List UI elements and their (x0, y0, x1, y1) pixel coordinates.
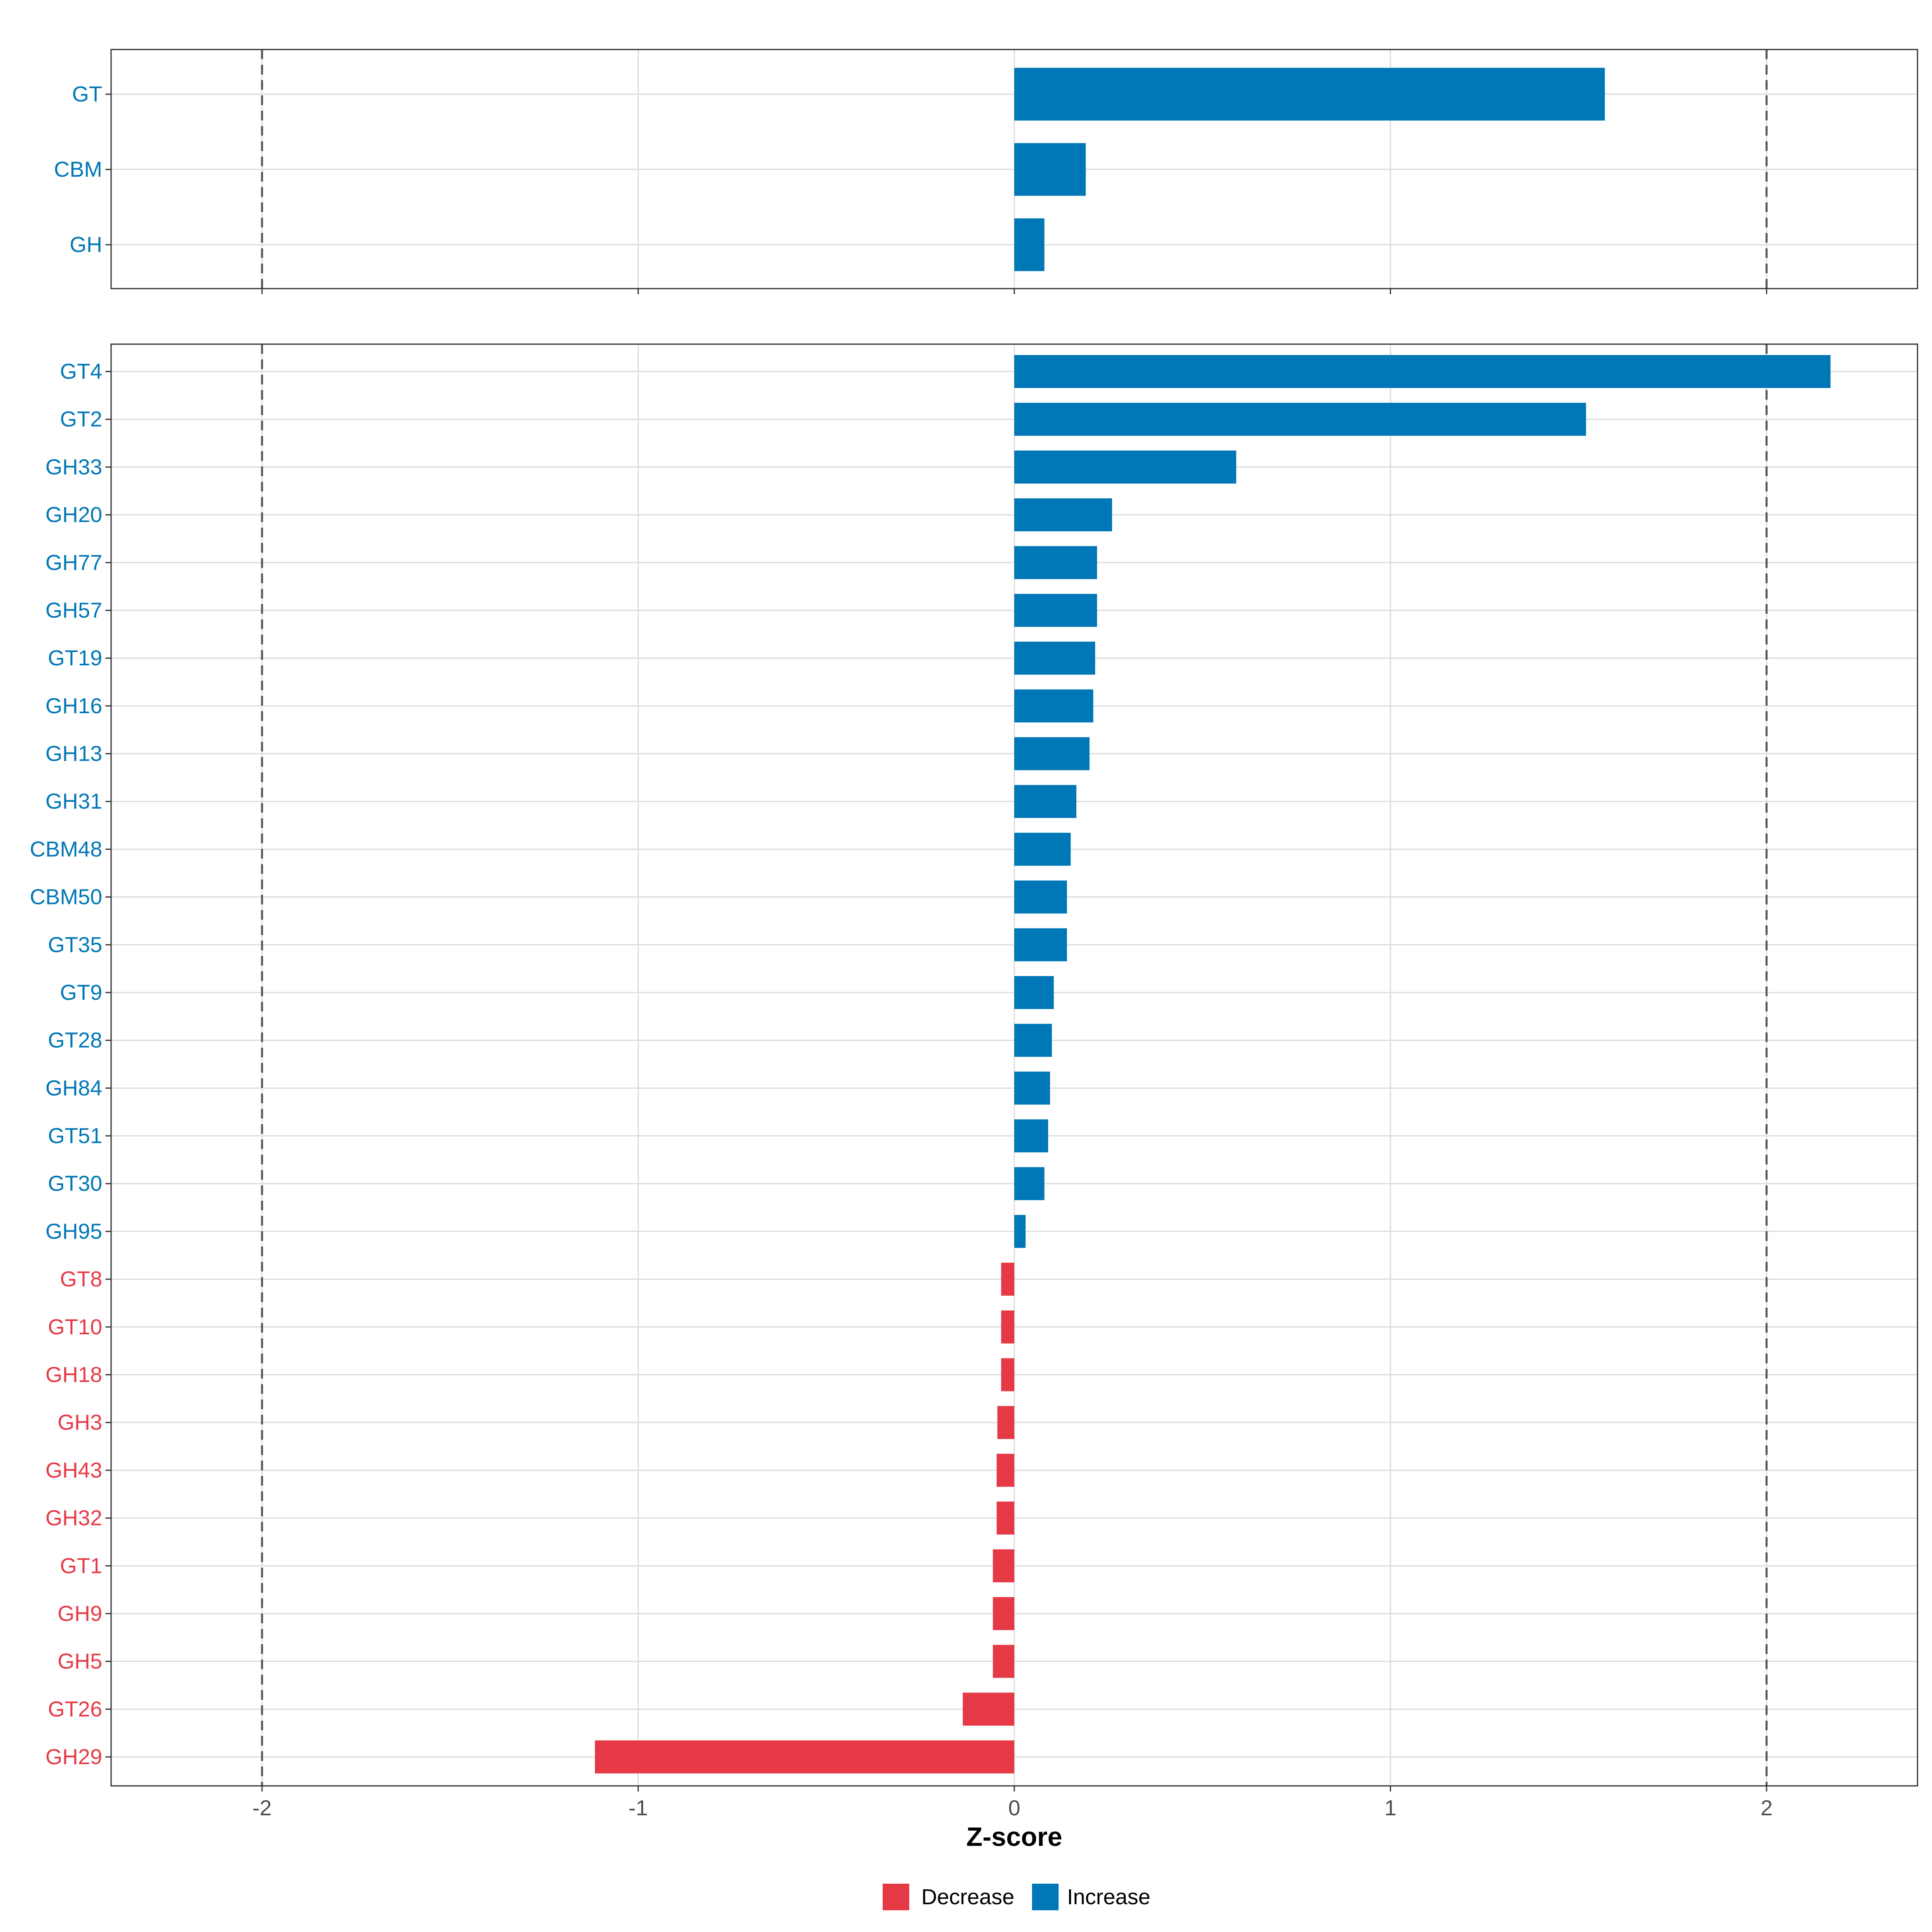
bar-gt (1014, 68, 1605, 121)
y-label-gt10: GT10 (48, 1315, 102, 1339)
bar-cbm (1014, 143, 1086, 196)
y-label-gt28: GT28 (48, 1028, 102, 1053)
bar-gt19 (1014, 642, 1095, 675)
legend-key-increase (1032, 1884, 1059, 1910)
bar-gh29 (595, 1740, 1014, 1774)
bar-gh3 (997, 1406, 1014, 1439)
bar-gh33 (1014, 450, 1236, 484)
y-label-gh84: GH84 (45, 1076, 102, 1100)
y-label-cbm48: CBM48 (30, 837, 102, 861)
y-label-gh29: GH29 (45, 1745, 102, 1769)
bar-gh77 (1014, 546, 1097, 579)
panel-family-border (110, 343, 1918, 1787)
y-label-gh43: GH43 (45, 1458, 102, 1482)
y-label-cbm: CBM (54, 157, 102, 182)
y-label-gt26: GT26 (48, 1697, 102, 1721)
y-label-gh9: GH9 (58, 1602, 102, 1626)
y-label-gh5: GH5 (58, 1649, 102, 1674)
x-tick-label-2: 0 (1008, 1796, 1020, 1820)
bar-gh16 (1014, 689, 1094, 722)
y-label-gt30: GT30 (48, 1172, 102, 1196)
y-label-gh95: GH95 (45, 1219, 102, 1243)
x-tick-label-3: 1 (1384, 1796, 1396, 1820)
bar-gt10 (1001, 1310, 1014, 1344)
y-label-gt51: GT51 (48, 1124, 102, 1148)
y-label-gh3: GH3 (58, 1410, 102, 1435)
y-label-gh31: GH31 (45, 789, 102, 813)
x-tick-label-4: 2 (1761, 1796, 1773, 1820)
bar-gt28 (1014, 1024, 1052, 1057)
bar-gh84 (1014, 1071, 1050, 1105)
y-label-gt8: GT8 (60, 1267, 102, 1291)
x-tick-label-1: -1 (628, 1796, 648, 1820)
y-label-gh18: GH18 (45, 1362, 102, 1387)
y-label-gt19: GT19 (48, 646, 102, 670)
bar-gt9 (1014, 976, 1054, 1009)
panel-class-border (110, 49, 1918, 289)
bar-gh13 (1014, 737, 1090, 770)
legend-label-decrease: Decrease (921, 1885, 1014, 1909)
y-label-gt1: GT1 (60, 1554, 102, 1578)
y-label-gt: GT (72, 82, 102, 106)
legend-key-decrease (883, 1884, 909, 1910)
bar-gt2 (1014, 402, 1586, 436)
bar-cbm48 (1014, 832, 1071, 866)
y-label-gh32: GH32 (45, 1506, 102, 1530)
y-label-gt2: GT2 (60, 407, 102, 431)
y-label-gh20: GH20 (45, 503, 102, 527)
bar-gh43 (997, 1453, 1014, 1487)
y-label-gh33: GH33 (45, 455, 102, 479)
y-label-gt4: GT4 (60, 359, 102, 384)
y-label-gt35: GT35 (48, 933, 102, 957)
x-tick-label-0: -2 (252, 1796, 272, 1820)
bar-gh18 (1001, 1358, 1014, 1391)
bar-gh95 (1014, 1215, 1026, 1248)
y-label-gh57: GH57 (45, 598, 102, 622)
bar-gt4 (1014, 355, 1831, 388)
bar-gt26 (962, 1693, 1014, 1726)
y-label-gh13: GH13 (45, 742, 102, 766)
bar-gh57 (1014, 594, 1097, 627)
bar-gh5 (993, 1645, 1014, 1678)
bar-gt51 (1014, 1119, 1049, 1153)
bar-gh (1014, 218, 1044, 271)
bar-gt35 (1014, 928, 1067, 962)
bar-gt30 (1014, 1167, 1044, 1200)
bar-gh9 (993, 1597, 1014, 1630)
bar-gh20 (1014, 498, 1112, 532)
bar-cbm50 (1014, 880, 1067, 914)
bar-gt1 (993, 1549, 1014, 1583)
bar-gh32 (997, 1501, 1014, 1535)
bar-gt8 (1001, 1263, 1014, 1296)
y-label-gh: GH (70, 233, 102, 257)
y-label-gt9: GT9 (60, 980, 102, 1005)
bar-gh31 (1014, 785, 1077, 818)
y-label-cbm50: CBM50 (30, 885, 102, 909)
y-label-gh77: GH77 (45, 551, 102, 575)
y-label-gh16: GH16 (45, 694, 102, 718)
x-axis-title: Z-score (966, 1822, 1062, 1852)
legend-label-increase: Increase (1067, 1885, 1150, 1909)
